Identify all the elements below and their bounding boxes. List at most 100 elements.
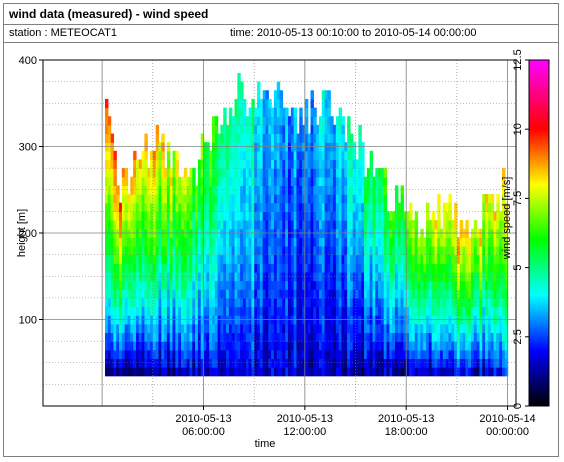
heatmap-cell bbox=[110, 367, 115, 377]
heatmap-cell bbox=[496, 211, 500, 221]
heatmap-cell bbox=[454, 245, 458, 256]
heatmap-cell bbox=[425, 349, 430, 360]
heatmap-cell bbox=[150, 150, 154, 161]
heatmap-cell bbox=[380, 323, 385, 334]
heatmap-cell bbox=[479, 306, 483, 316]
heatmap-cell bbox=[279, 107, 283, 117]
heatmap-cell bbox=[259, 107, 264, 117]
heatmap-cell bbox=[152, 194, 157, 204]
heatmap-cell bbox=[237, 349, 241, 360]
heatmap-cell bbox=[400, 245, 405, 256]
heatmap-cell bbox=[366, 297, 371, 308]
heatmap-cell bbox=[490, 202, 495, 212]
heatmap-cell bbox=[268, 341, 272, 351]
heatmap-cell bbox=[234, 176, 238, 187]
heatmap-cell bbox=[119, 341, 123, 351]
heatmap-cell bbox=[178, 297, 182, 308]
heatmap-cell bbox=[178, 194, 182, 204]
heatmap-cell bbox=[237, 289, 241, 299]
heatmap-cell bbox=[105, 159, 109, 169]
heatmap-cell bbox=[316, 349, 320, 360]
heatmap-cell bbox=[124, 358, 129, 368]
heatmap-cell bbox=[445, 220, 450, 230]
heatmap-cell bbox=[228, 245, 233, 256]
heatmap-cell bbox=[355, 306, 359, 316]
heatmap-cell bbox=[223, 107, 227, 117]
heatmap-cell bbox=[406, 254, 410, 264]
heatmap-cell bbox=[454, 237, 458, 247]
heatmap-cell bbox=[197, 254, 202, 264]
heatmap-cell bbox=[130, 367, 134, 377]
heatmap-cell bbox=[383, 280, 388, 290]
heatmap-cell bbox=[178, 271, 182, 282]
heatmap-cell bbox=[392, 254, 396, 264]
heatmap-cell bbox=[327, 98, 331, 109]
heatmap-cell bbox=[206, 280, 210, 290]
heatmap-cell bbox=[302, 168, 306, 178]
heatmap-cell bbox=[169, 358, 174, 368]
heatmap-cell bbox=[288, 332, 292, 342]
heatmap-cell bbox=[355, 341, 359, 351]
heatmap-cell bbox=[473, 349, 478, 360]
heatmap-cell bbox=[397, 254, 402, 264]
heatmap-cell bbox=[203, 367, 207, 377]
heatmap-cell bbox=[392, 280, 396, 290]
heatmap-cell bbox=[183, 271, 188, 282]
heatmap-cell bbox=[310, 349, 314, 360]
heatmap-cell bbox=[158, 185, 162, 195]
heatmap-cell bbox=[485, 289, 489, 299]
heatmap-cell bbox=[451, 349, 455, 360]
heatmap-cell bbox=[164, 202, 168, 212]
heatmap-cell bbox=[152, 220, 157, 230]
heatmap-cell bbox=[324, 263, 329, 273]
heatmap-cell bbox=[251, 349, 255, 360]
heatmap-cell bbox=[330, 245, 334, 256]
heatmap-cell bbox=[352, 220, 357, 230]
heatmap-cell bbox=[338, 367, 343, 377]
heatmap-cell bbox=[375, 168, 379, 178]
heatmap-cell bbox=[242, 176, 247, 187]
heatmap-cell bbox=[164, 245, 168, 256]
heatmap-cell bbox=[262, 297, 267, 308]
heatmap-cell bbox=[347, 159, 351, 169]
heatmap-cell bbox=[113, 194, 117, 204]
heatmap-cell bbox=[135, 332, 140, 342]
heatmap-cell bbox=[189, 220, 193, 230]
heatmap-cell bbox=[361, 332, 365, 342]
heatmap-cell bbox=[150, 297, 154, 308]
heatmap-cell bbox=[366, 323, 371, 334]
heatmap-cell bbox=[141, 185, 146, 195]
heatmap-cell bbox=[462, 341, 466, 351]
heatmap-cell bbox=[392, 306, 396, 316]
heatmap-cell bbox=[231, 168, 236, 178]
heatmap-cell bbox=[150, 194, 154, 204]
heatmap-cell bbox=[324, 159, 329, 169]
heatmap-cell bbox=[183, 185, 188, 195]
heatmap-cell bbox=[324, 254, 329, 264]
heatmap-cell bbox=[265, 98, 269, 109]
heatmap-cell bbox=[105, 220, 109, 230]
heatmap-cell bbox=[321, 168, 326, 178]
heatmap-cell bbox=[479, 358, 483, 368]
heatmap-cell bbox=[493, 297, 497, 308]
heatmap-cell bbox=[164, 297, 168, 308]
heatmap-cell bbox=[327, 90, 331, 100]
heatmap-cell bbox=[327, 107, 331, 117]
heatmap-cell bbox=[245, 289, 250, 299]
heatmap-cell bbox=[310, 185, 314, 195]
heatmap-cell bbox=[352, 271, 357, 282]
heatmap-cell bbox=[214, 124, 219, 135]
heatmap-cell bbox=[276, 168, 281, 178]
heatmap-cell bbox=[330, 202, 334, 212]
heatmap-cell bbox=[279, 263, 283, 273]
heatmap-cell bbox=[487, 367, 492, 377]
heatmap-cell bbox=[175, 176, 179, 187]
heatmap-cell bbox=[504, 349, 509, 360]
heatmap-cell bbox=[327, 254, 331, 264]
heatmap-cell bbox=[265, 323, 269, 334]
heatmap-cell bbox=[434, 280, 438, 290]
heatmap-cell bbox=[288, 237, 292, 247]
heatmap-cell bbox=[487, 358, 492, 368]
heatmap-cell bbox=[403, 254, 407, 264]
heatmap-cell bbox=[220, 211, 224, 221]
